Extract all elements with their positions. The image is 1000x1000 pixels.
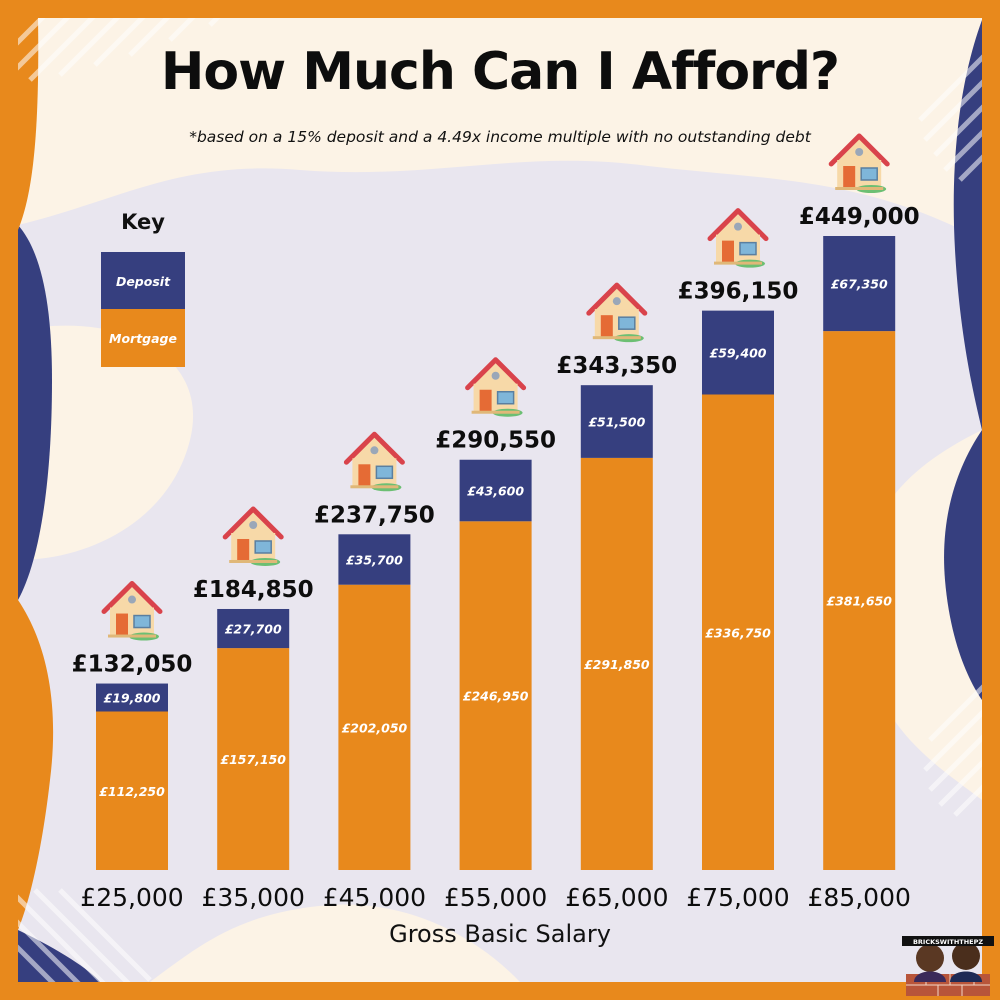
total-value-label: £237,750: [314, 502, 435, 528]
bar-mortgage: [459, 521, 532, 870]
x-tick-label: £75,000: [686, 883, 789, 912]
bar-mortgage: [96, 711, 168, 870]
legend-deposit-label: Deposit: [115, 273, 171, 289]
logo-person-left-icon: [916, 944, 944, 972]
x-tick-label: £25,000: [80, 883, 183, 912]
legend-mortgage-label: Mortgage: [109, 330, 177, 346]
total-value-label: £396,150: [678, 279, 799, 305]
chart-subtitle: *based on a 15% deposit and a 4.49x inco…: [189, 128, 811, 146]
bar-mortgage: [823, 331, 896, 871]
deposit-value-label: £19,800: [104, 691, 161, 706]
deposit-value-label: £27,700: [225, 622, 282, 637]
x-tick-label: £85,000: [808, 883, 911, 912]
mortgage-value-label: £112,250: [99, 784, 165, 799]
bar-deposit: [702, 310, 774, 395]
deposit-value-label: £59,400: [710, 346, 767, 361]
house-icon: [707, 208, 769, 268]
logo-person-right-icon: [952, 942, 980, 970]
house-icon: [101, 581, 163, 641]
mortgage-value-label: £157,150: [220, 752, 286, 767]
bar-mortgage: [580, 457, 653, 870]
bar-deposit: [217, 608, 290, 649]
bar-deposit: [338, 534, 411, 585]
bar-mortgage: [702, 394, 774, 870]
frame-top: [0, 0, 1000, 18]
house-icon: [343, 431, 405, 492]
mortgage-value-label: £291,850: [584, 657, 650, 672]
deposit-value-label: £67,350: [831, 277, 888, 292]
x-tick-label: £45,000: [323, 883, 426, 912]
mortgage-value-label: £381,650: [826, 594, 892, 609]
frame-left: [0, 0, 18, 1000]
frame-bottom: [0, 982, 1000, 1000]
x-tick-label: £35,000: [202, 883, 305, 912]
mortgage-value-label: £202,050: [342, 720, 408, 735]
navy-band-right-lower: [944, 430, 982, 700]
legend-deposit: Deposit: [101, 252, 185, 310]
deposit-value-label: £43,600: [467, 484, 524, 499]
bar-mortgage: [217, 648, 290, 870]
stripe-circle-bottom-left: [0, 888, 152, 1000]
total-value-label: £343,350: [556, 353, 677, 379]
legend-title: Key: [121, 210, 165, 234]
bar-deposit: [459, 459, 532, 522]
bar-deposit: [580, 385, 653, 458]
brand-logo: BRICKSWITHTHEPZ: [902, 936, 994, 996]
mortgage-value-label: £246,950: [463, 689, 529, 704]
bar-mortgage: [338, 584, 411, 870]
frame-right: [982, 0, 1000, 1000]
deposit-value-label: £35,700: [346, 552, 403, 567]
bar-deposit: [823, 236, 896, 332]
x-tick-label: £65,000: [565, 883, 668, 912]
house-icon: [222, 506, 284, 566]
house-icon: [828, 133, 890, 193]
logo-text: BRICKSWITHTHEPZ: [913, 938, 983, 946]
bar-deposit: [96, 683, 168, 712]
total-value-label: £449,000: [799, 204, 920, 230]
x-axis-label: Gross Basic Salary: [389, 920, 611, 948]
orange-blob-left: [18, 18, 39, 230]
total-value-label: £132,050: [72, 652, 193, 678]
house-icon: [586, 282, 648, 343]
deposit-value-label: £51,500: [588, 415, 645, 430]
total-value-label: £290,550: [435, 428, 556, 454]
total-value-label: £184,850: [193, 577, 314, 603]
house-icon: [465, 357, 527, 417]
legend-mortgage: Mortgage: [101, 309, 185, 367]
chart-title: How Much Can I Afford?: [160, 42, 840, 102]
side-band-left: [18, 225, 52, 600]
x-tick-label: £55,000: [444, 883, 547, 912]
side-band-right: [953, 20, 982, 430]
orange-blob-bottom-left: [18, 600, 54, 930]
mortgage-value-label: £336,750: [705, 625, 771, 640]
